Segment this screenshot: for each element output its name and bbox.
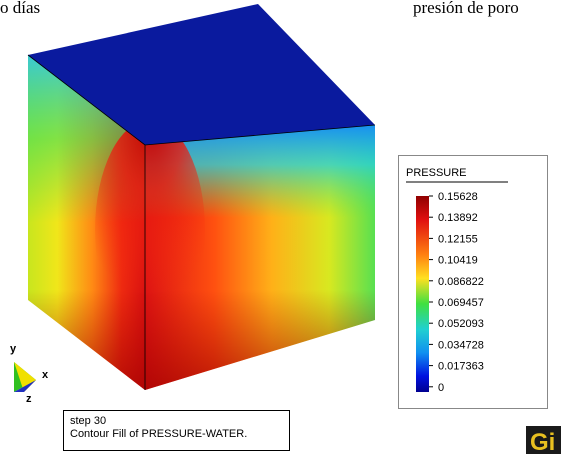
logo: Gi (526, 426, 561, 454)
legend-label: 0.017363 (438, 361, 484, 373)
status-box: step 30 Contour Fill of PRESSURE-WATER. (63, 410, 290, 451)
logo-text: Gi (530, 429, 555, 454)
axis-y-label: y (10, 343, 17, 355)
legend-title: PRESSURE (406, 167, 467, 179)
legend-label: 0.069457 (438, 297, 484, 309)
axis-x-label: x (42, 369, 49, 381)
legend-label: 0.10419 (438, 255, 478, 267)
legend: PRESSURE 0.15628 0.13892 0.12155 0.10419 0.0… (398, 155, 548, 409)
plume (95, 120, 205, 340)
top-face (28, 4, 375, 145)
status-frame (63, 410, 290, 451)
legend-label: 0.13892 (438, 212, 478, 224)
legend-label: 0.15628 (438, 191, 478, 203)
cube (27, 4, 376, 390)
legend-label: 0.052093 (438, 318, 484, 330)
legend-label: 0.034728 (438, 339, 484, 351)
triad-z (14, 380, 36, 392)
legend-label: 0.086822 (438, 276, 484, 288)
legend-label: 0.12155 (438, 233, 478, 245)
axis-z-label: z (26, 393, 32, 405)
logo-bg (526, 426, 561, 454)
axes-triad: y x z (10, 343, 49, 405)
header-right: presión de poro (413, 0, 519, 17)
status-line: Contour Fill of PRESSURE-WATER. (70, 428, 247, 440)
status-line: step 30 (70, 415, 106, 427)
header-left: o días (0, 0, 40, 17)
legend-labels: 0.15628 0.13892 0.12155 0.10419 0.086822 0.06… (429, 191, 484, 394)
color-bar (416, 196, 429, 392)
legend-label: 0 (438, 382, 444, 394)
